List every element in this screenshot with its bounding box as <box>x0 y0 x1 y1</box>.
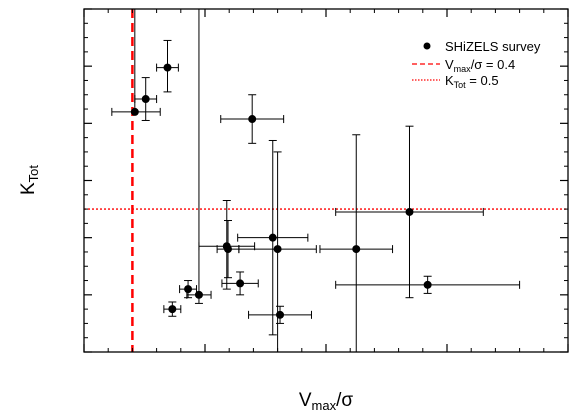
error-bar <box>186 9 212 304</box>
data-point <box>248 115 257 124</box>
error-bar <box>319 134 394 352</box>
data-point <box>268 233 277 242</box>
data-point <box>236 279 245 288</box>
data-point <box>130 107 139 116</box>
legend-entry: SHiZELS survey <box>423 39 541 54</box>
y-axis-label: KTot <box>18 165 41 195</box>
x-axis-label: Vmax/σ <box>299 390 354 412</box>
legend-label: SHiZELS survey <box>445 39 541 54</box>
legend-entry: Vmax/σ = 0.4 <box>412 57 515 74</box>
data-point <box>352 245 361 254</box>
legend-label: KTot = 0.5 <box>445 73 499 90</box>
data-point <box>423 280 432 289</box>
legend-entry: KTot = 0.5 <box>412 73 499 90</box>
data-point <box>405 207 414 216</box>
data-point <box>184 285 193 294</box>
data-point <box>223 245 232 254</box>
data-point <box>163 63 172 72</box>
data-point <box>276 310 285 319</box>
data-point <box>273 245 282 254</box>
legend-label: Vmax/σ = 0.4 <box>445 57 515 74</box>
legend-marker <box>423 42 431 50</box>
data-point <box>141 95 150 104</box>
error-bar <box>111 9 161 116</box>
data-point <box>194 290 203 299</box>
error-bar <box>163 301 182 317</box>
data-point <box>168 305 177 314</box>
